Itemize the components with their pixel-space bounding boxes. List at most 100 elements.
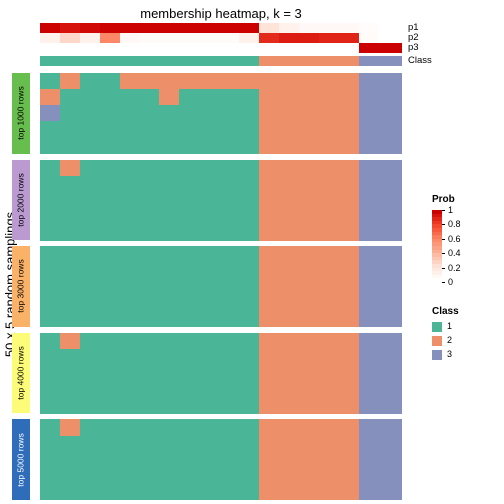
heatmap-cell [319,295,339,312]
heatmap-cell [60,160,80,177]
heatmap-cell [219,419,239,436]
heatmap-cell [378,105,402,122]
prob-cell [140,33,160,43]
prob-cell [80,23,100,33]
heatmap-cell [100,365,120,382]
heatmap-cell [219,224,239,241]
heatmap-cell [319,365,339,382]
heatmap-cell [120,192,140,209]
heatmap-cell [80,262,100,279]
heatmap-cell [199,484,219,501]
heatmap-cell [279,224,299,241]
heatmap-cell [100,484,120,501]
heatmap-cell [80,397,100,414]
heatmap-cell [179,105,199,122]
prob-cell [179,33,199,43]
prob-cell [40,43,60,53]
heatmap-cell [199,278,219,295]
heatmap-cell [159,137,179,154]
heatmap-cell [159,246,179,263]
prob-cell [378,43,402,53]
heatmap-cell [378,365,402,382]
legend-class-label: 3 [447,349,452,359]
heatmap-cell [339,224,359,241]
heatmap-cell [279,73,299,90]
heatmap-cell [199,121,219,138]
heatmap-cell [120,246,140,263]
heatmap-cell [159,484,179,501]
heatmap-cell [159,381,179,398]
heatmap-cell [179,224,199,241]
heatmap-cell [239,484,259,501]
heatmap-cell [378,468,402,485]
heatmap-cell [120,160,140,177]
heatmap-cell [100,436,120,453]
heatmap-cell [60,365,80,382]
class-cell [239,56,259,66]
heatmap-cell [199,452,219,469]
heatmap-cell [140,436,160,453]
row-group-label-box: top 4000 rows [12,333,30,414]
heatmap-cell [179,419,199,436]
heatmap-cell [319,311,339,328]
heatmap-cell [80,381,100,398]
heatmap-cell [159,452,179,469]
heatmap-cell [339,176,359,193]
heatmap-cell [140,105,160,122]
heatmap-cell [279,262,299,279]
heatmap-cell [40,73,60,90]
heatmap-cell [299,484,319,501]
prob-cell [60,23,80,33]
heatmap-cell [179,192,199,209]
heatmap-cell [279,381,299,398]
heatmap-cell [319,160,339,177]
prob-cell [159,23,179,33]
heatmap-cell [40,262,60,279]
heatmap-cell [60,349,80,366]
heatmap-cell [279,246,299,263]
heatmap-cell [299,208,319,225]
heatmap-cell [140,192,160,209]
heatmap-cell [378,208,402,225]
heatmap-cell [80,311,100,328]
heatmap-cell [319,349,339,366]
legend-prob-tickmark [442,282,445,283]
heatmap-cell [299,333,319,350]
heatmap-cell [179,89,199,106]
heatmap-cell [239,73,259,90]
heatmap-cell [299,73,319,90]
heatmap-cell [120,397,140,414]
heatmap-cell [279,452,299,469]
heatmap-cell [378,160,402,177]
heatmap-cell [299,192,319,209]
row-group-label: top 2000 rows [16,173,26,226]
heatmap-cell [40,246,60,263]
heatmap-cell [339,484,359,501]
heatmap-cell [359,333,379,350]
prob-cell [279,23,299,33]
heatmap-cell [40,365,60,382]
prob-cell [319,23,339,33]
heatmap-cell [80,89,100,106]
heatmap-cell [100,452,120,469]
heatmap-cell [60,295,80,312]
heatmap-cell [339,365,359,382]
legend-class-label: 1 [447,321,452,331]
heatmap-cell [339,349,359,366]
prob-cell [60,43,80,53]
heatmap-cell [80,160,100,177]
heatmap-cell [159,397,179,414]
heatmap-cell [319,333,339,350]
prob-cell [100,43,120,53]
heatmap-cell [219,278,239,295]
heatmap-cell [279,468,299,485]
heatmap-cell [40,349,60,366]
heatmap-cell [279,192,299,209]
heatmap-cell [159,436,179,453]
heatmap-cell [339,121,359,138]
heatmap-cell [179,176,199,193]
heatmap-cell [378,73,402,90]
heatmap-cell [199,89,219,106]
heatmap-cell [80,468,100,485]
heatmap-cell [60,89,80,106]
